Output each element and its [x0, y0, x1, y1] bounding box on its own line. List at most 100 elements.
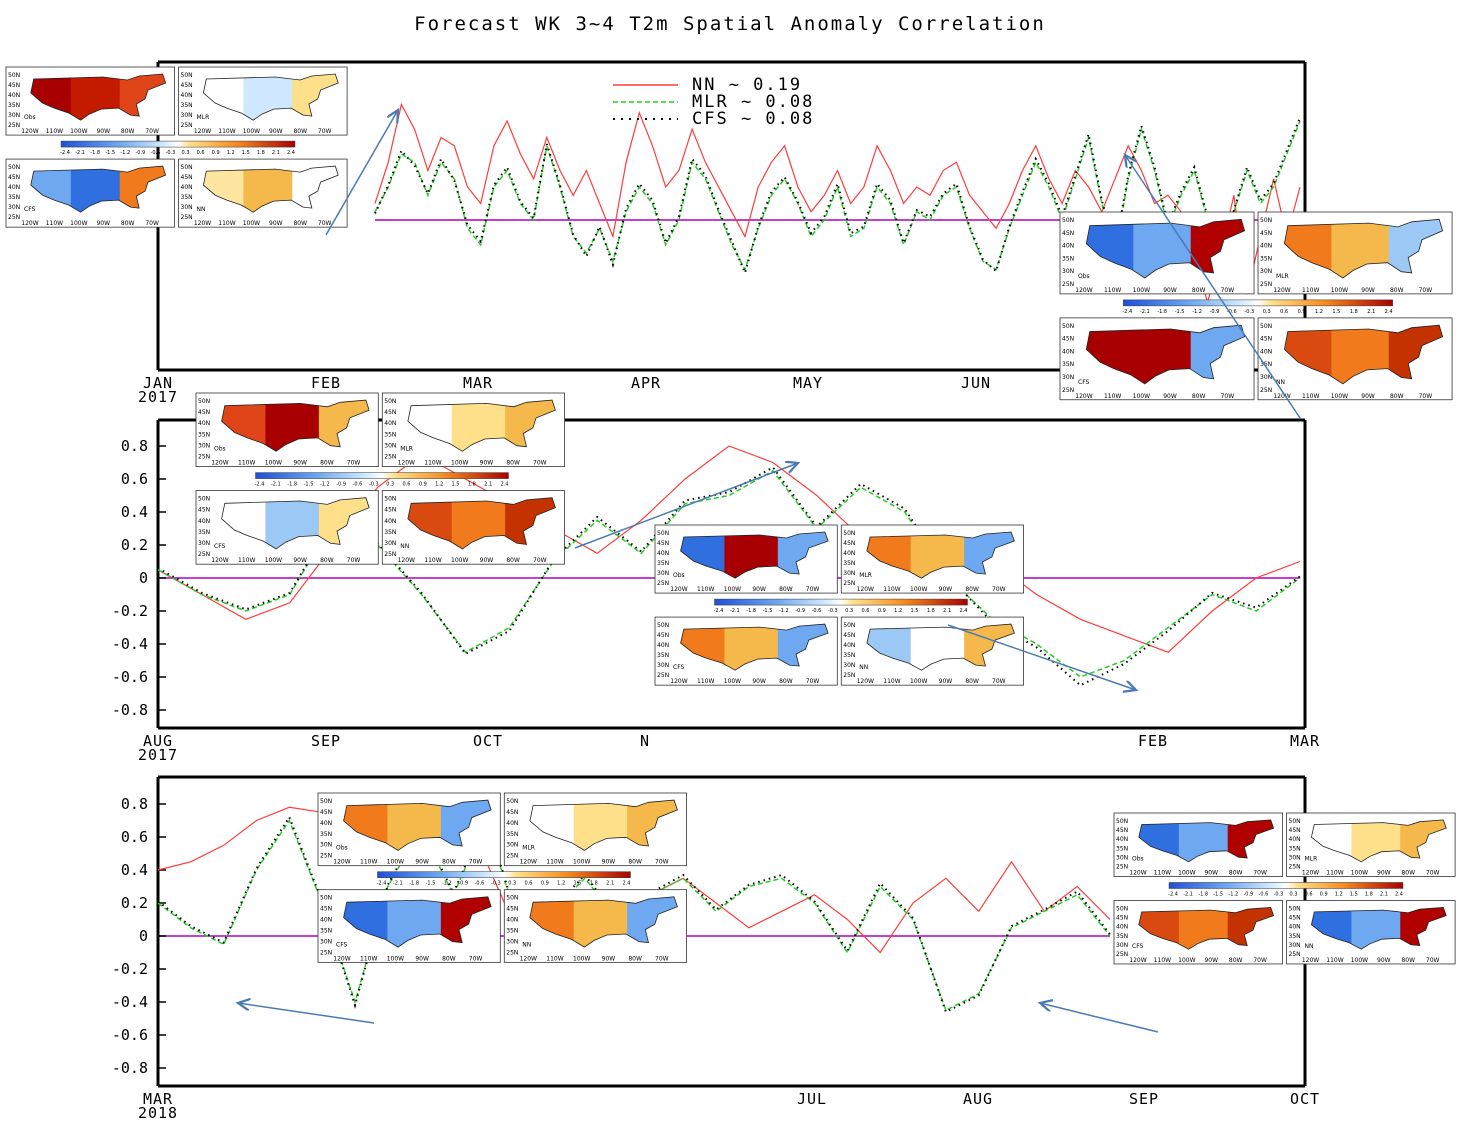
colorbar-tick-label: -0.9 — [1210, 309, 1220, 315]
colorbar-tick-label: 0.6 — [197, 150, 205, 156]
map-lon-label: 110W — [546, 955, 563, 962]
map-model-label: CFS — [336, 941, 348, 948]
map-lon-label: 100W — [1331, 393, 1348, 400]
map-lon-label: 120W — [211, 460, 228, 467]
colorbar-tick-label: -2.1 — [1140, 309, 1150, 315]
map-lat-label: 45N — [320, 809, 332, 816]
x-month-label: OCT — [1290, 1090, 1320, 1108]
map-lat-label: 25N — [1116, 863, 1128, 870]
colorbar-tick-label: -0.3 — [1244, 309, 1254, 315]
map-model-label: MLR — [1305, 855, 1318, 862]
x-month-label: AUG — [963, 1090, 993, 1108]
x-year-label: 2017 — [138, 388, 178, 406]
annotation-arrow — [238, 1003, 375, 1024]
map-lat-label: 25N — [843, 580, 855, 587]
y-tick-label: -0.8 — [112, 701, 148, 719]
map-lon-label: 80W — [1192, 287, 1206, 294]
colorbar-tick-label: -1.5 — [1175, 309, 1185, 315]
map-lon-label: 100W — [451, 460, 468, 467]
map-lon-label: 80W — [1390, 393, 1404, 400]
map-lat-label: 45N — [843, 540, 855, 547]
map-lon-label: 70W — [1419, 287, 1433, 294]
colorbar-tick-label: -1.8 — [287, 482, 297, 488]
y-tick-label: 0.6 — [121, 470, 148, 488]
colorbar-tick-label: -2.4 — [714, 608, 724, 614]
map-lat-label: 40N — [1062, 348, 1074, 355]
map-lat-label: 40N — [657, 550, 669, 557]
map-model-label: CFS — [214, 543, 226, 550]
colorbar-tick-label: 1.8 — [1350, 309, 1358, 315]
map-lat-label: 45N — [198, 409, 210, 416]
map-lon-label: 70W — [1426, 957, 1440, 964]
map-lat-label: 25N — [320, 949, 332, 956]
map-coastline — [866, 531, 1015, 579]
colorbar-tick-label: 0.3 — [1263, 309, 1271, 315]
map-lon-label: 90W — [752, 678, 766, 685]
map-lon-label: 90W — [269, 220, 283, 227]
map-lon-label: 110W — [883, 586, 900, 593]
colorbar-tick-label: -2.1 — [393, 881, 403, 887]
map-lon-label: 100W — [573, 955, 590, 962]
colorbar-tick-label: -2.1 — [1183, 891, 1193, 897]
map-lat-label: 30N — [8, 204, 20, 211]
map-lon-label: 70W — [992, 586, 1006, 593]
map-lat-label: 35N — [1062, 255, 1074, 262]
map-lat-label: 25N — [198, 454, 210, 461]
map-lat-label: 25N — [1116, 951, 1128, 958]
series-line-nn — [374, 102, 1301, 305]
map-lon-label: 110W — [1326, 957, 1343, 964]
map-model-label: CFS — [1132, 943, 1144, 950]
colorbar-tick-label: -0.3 — [166, 150, 176, 156]
map-lon-label: 120W — [1075, 287, 1092, 294]
map-lat-label: 35N — [657, 560, 669, 567]
map-lat-label: 30N — [657, 570, 669, 577]
map-lon-label: 70W — [318, 128, 332, 135]
map-lat-label: 25N — [1260, 281, 1272, 288]
map-lon-label: 90W — [415, 955, 429, 962]
map-coastline — [1085, 218, 1246, 279]
map-lat-label: 35N — [843, 652, 855, 659]
colorbar-tick-label: 1.8 — [927, 608, 935, 614]
colorbar-tick-label: 2.4 — [501, 482, 509, 488]
colorbar-tick-label: -0.6 — [353, 482, 363, 488]
map-lat-label: 35N — [506, 927, 518, 934]
map-lat-label: 25N — [8, 214, 20, 221]
map-lat-label: 50N — [198, 398, 210, 405]
map-lat-label: 35N — [384, 529, 396, 536]
map-lat-label: 30N — [384, 540, 396, 547]
colorbar-tick-label: 0.3 — [1290, 891, 1298, 897]
colorbar-tick-label: -1.2 — [442, 881, 452, 887]
map-lat-label: 30N — [657, 662, 669, 669]
map-lat-label: 40N — [843, 642, 855, 649]
map-lon-label: 80W — [293, 220, 307, 227]
map-lat-label: 25N — [1260, 387, 1272, 394]
map-lon-label: 120W — [857, 586, 874, 593]
map-lon-label: 70W — [1253, 957, 1267, 964]
colorbar-tick-label: 1.8 — [1365, 891, 1373, 897]
colorbar-tick-label: -2.4 — [377, 881, 387, 887]
map-lat-label: 30N — [320, 842, 332, 849]
annotation-arrows — [238, 110, 1301, 1033]
map-lon-label: 70W — [806, 678, 820, 685]
map-lat-label: 40N — [1289, 836, 1301, 843]
map-lat-label: 45N — [181, 174, 193, 181]
colorbar-tick-label: -0.9 — [1243, 891, 1253, 897]
map-coastline — [30, 165, 167, 213]
map-coastline — [1310, 906, 1447, 950]
map-lat-label: 45N — [506, 906, 518, 913]
map-model-label: Obs — [214, 446, 226, 453]
map-lon-label: 100W — [1331, 287, 1348, 294]
map-lon-label: 80W — [121, 220, 135, 227]
map-model-label: NN — [400, 543, 409, 550]
map-lon-label: 100W — [265, 557, 282, 564]
map-model-label: CFS — [673, 664, 685, 671]
colorbar-tick-label: 1.5 — [452, 482, 460, 488]
map-lon-label: 90W — [1204, 869, 1218, 876]
map-lat-label: 40N — [320, 820, 332, 827]
